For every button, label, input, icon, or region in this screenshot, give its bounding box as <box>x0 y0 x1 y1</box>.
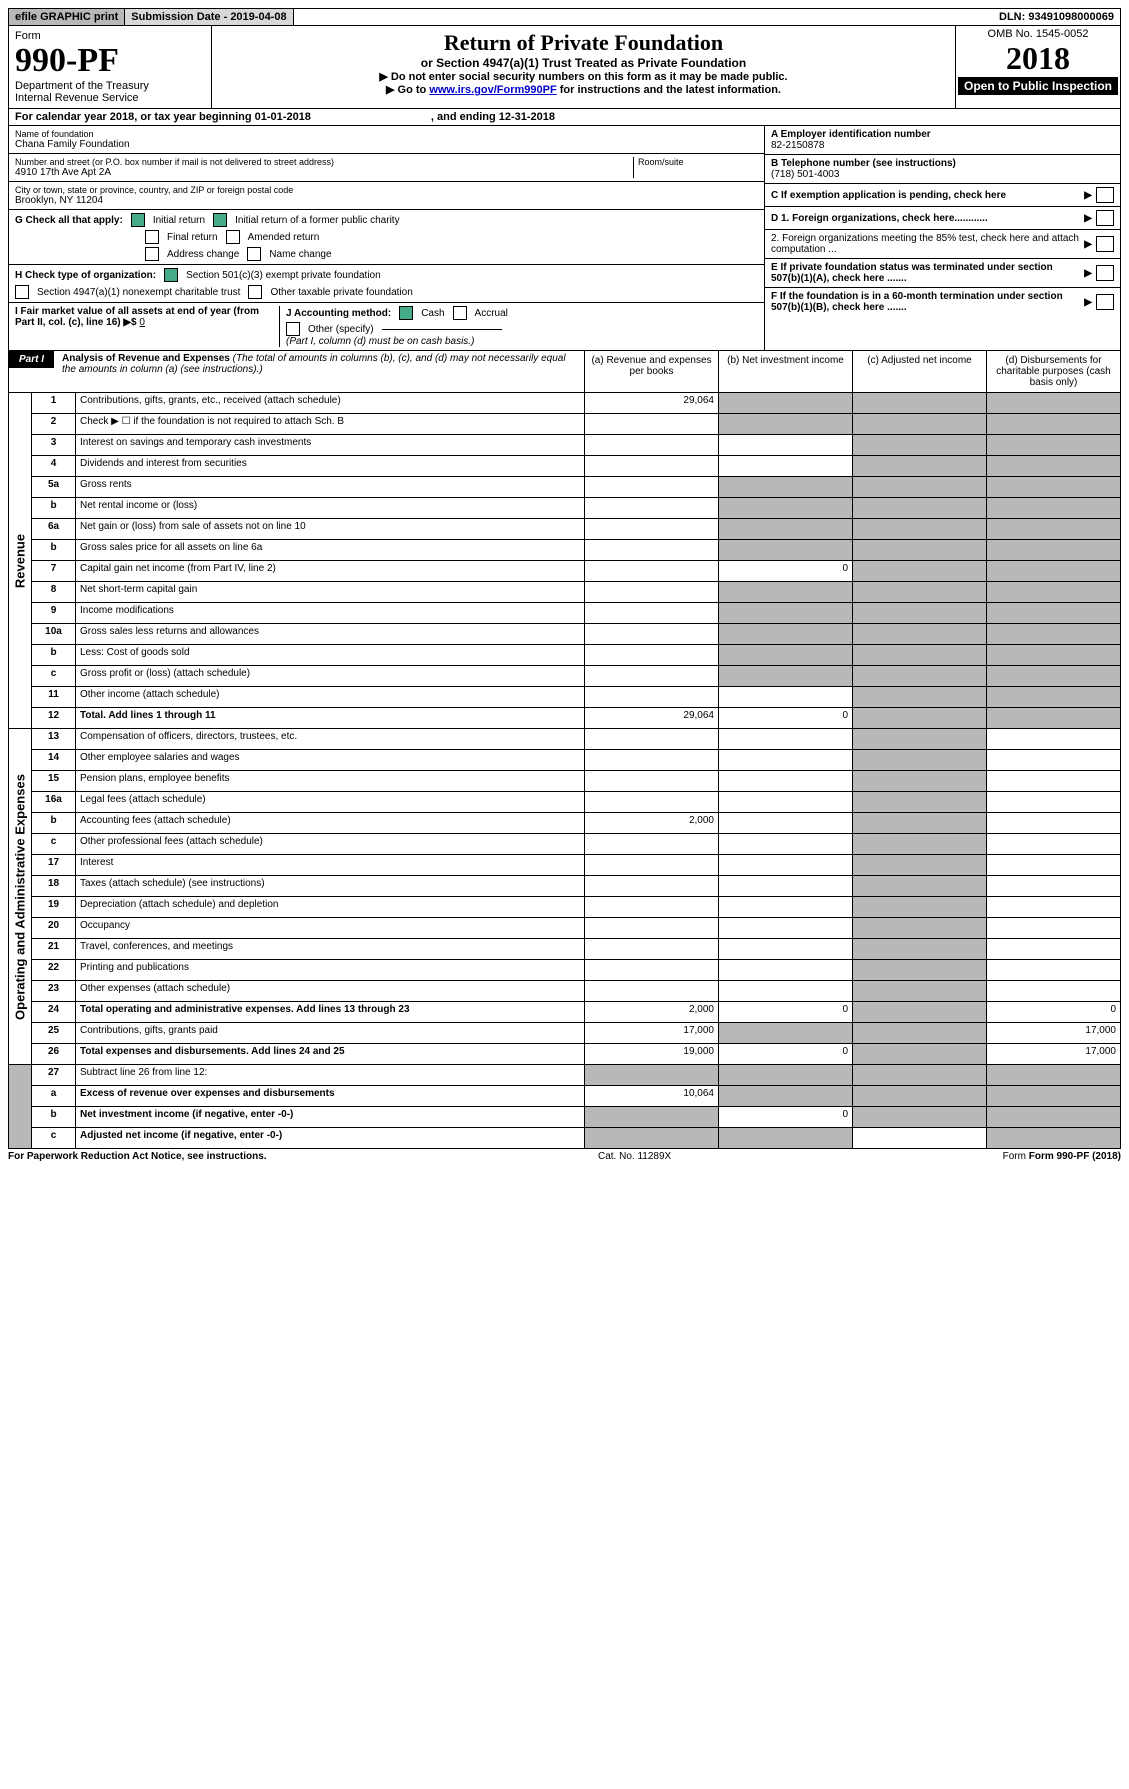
table-row: cGross profit or (loss) (attach schedule… <box>32 666 1120 687</box>
info-grid: Name of foundation Chana Family Foundati… <box>8 126 1121 351</box>
table-row: 5aGross rents <box>32 477 1120 498</box>
table-row: 23Other expenses (attach schedule) <box>32 981 1120 1002</box>
table-row: 4Dividends and interest from securities <box>32 456 1120 477</box>
amended-cb[interactable] <box>226 230 240 244</box>
dln: DLN: 93491098000069 <box>993 9 1120 25</box>
form-word: Form <box>15 30 205 42</box>
d2-cell: 2. Foreign organizations meeting the 85%… <box>765 230 1120 259</box>
table-row: 12Total. Add lines 1 through 1129,0640 <box>32 708 1120 728</box>
table-row: bNet rental income or (loss) <box>32 498 1120 519</box>
table-row: 13Compensation of officers, directors, t… <box>32 729 1120 750</box>
part1-tag: Part I <box>9 351 54 368</box>
table-row: 17Interest <box>32 855 1120 876</box>
note1: ▶ Do not enter social security numbers o… <box>216 70 951 83</box>
efile-btn[interactable]: efile GRAPHIC print <box>9 9 125 25</box>
top-bar: efile GRAPHIC print Submission Date - 20… <box>8 8 1121 26</box>
table-row: 6aNet gain or (loss) from sale of assets… <box>32 519 1120 540</box>
col-a-header: (a) Revenue and expenses per books <box>585 351 719 392</box>
table-row: 2Check ▶ ☐ if the foundation is not requ… <box>32 414 1120 435</box>
revenue-label: Revenue <box>9 393 32 728</box>
initial-return-cb[interactable] <box>131 213 145 227</box>
cash-cb[interactable] <box>399 306 413 320</box>
table-row: 16aLegal fees (attach schedule) <box>32 792 1120 813</box>
table-row: 22Printing and publications <box>32 960 1120 981</box>
ein-cell: A Employer identification number 82-2150… <box>765 126 1120 155</box>
table-row: 20Occupancy <box>32 918 1120 939</box>
address-cell: Number and street (or P.O. box number if… <box>9 154 764 182</box>
name-change-cb[interactable] <box>247 247 261 261</box>
initial-former-cb[interactable] <box>213 213 227 227</box>
form-number: 990-PF <box>15 42 205 80</box>
bottom-table: 27Subtract line 26 from line 12:aExcess … <box>8 1065 1121 1149</box>
table-row: 10aGross sales less returns and allowanc… <box>32 624 1120 645</box>
form-header: Form 990-PF Department of the Treasury I… <box>8 26 1121 109</box>
calendar-row: For calendar year 2018, or tax year begi… <box>8 109 1121 126</box>
h-section: H Check type of organization: Section 50… <box>9 265 764 303</box>
table-row: 25Contributions, gifts, grants paid17,00… <box>32 1023 1120 1044</box>
note2: ▶ Go to www.irs.gov/Form990PF for instru… <box>216 83 951 96</box>
table-row: 27Subtract line 26 from line 12: <box>32 1065 1120 1086</box>
table-row: cOther professional fees (attach schedul… <box>32 834 1120 855</box>
submission-date: Submission Date - 2019-04-08 <box>125 9 293 25</box>
accrual-cb[interactable] <box>453 306 467 320</box>
table-row: cAdjusted net income (if negative, enter… <box>32 1128 1120 1148</box>
table-row: 3Interest on savings and temporary cash … <box>32 435 1120 456</box>
omb: OMB No. 1545-0052 <box>958 28 1118 40</box>
col-d-header: (d) Disbursements for charitable purpose… <box>987 351 1120 392</box>
dept: Department of the Treasury <box>15 80 205 92</box>
table-row: bGross sales price for all assets on lin… <box>32 540 1120 561</box>
table-row: 15Pension plans, employee benefits <box>32 771 1120 792</box>
table-row: 26Total expenses and disbursements. Add … <box>32 1044 1120 1064</box>
col-c-header: (c) Adjusted net income <box>853 351 987 392</box>
expense-label: Operating and Administrative Expenses <box>9 729 32 1064</box>
table-row: 9Income modifications <box>32 603 1120 624</box>
table-row: 19Depreciation (attach schedule) and dep… <box>32 897 1120 918</box>
table-row: bAccounting fees (attach schedule)2,000 <box>32 813 1120 834</box>
table-row: aExcess of revenue over expenses and dis… <box>32 1086 1120 1107</box>
e-cell: E If private foundation status was termi… <box>765 259 1120 288</box>
table-row: 21Travel, conferences, and meetings <box>32 939 1120 960</box>
final-return-cb[interactable] <box>145 230 159 244</box>
c-cell: C If exemption application is pending, c… <box>765 184 1120 207</box>
expense-table: Operating and Administrative Expenses 13… <box>8 729 1121 1065</box>
g-section: G Check all that apply: Initial return I… <box>9 210 764 265</box>
page-footer: For Paperwork Reduction Act Notice, see … <box>8 1149 1121 1164</box>
irs: Internal Revenue Service <box>15 92 205 104</box>
table-row: 11Other income (attach schedule) <box>32 687 1120 708</box>
phone-cell: B Telephone number (see instructions) (7… <box>765 155 1120 184</box>
f-cell: F If the foundation is in a 60-month ter… <box>765 288 1120 316</box>
form-subtitle: or Section 4947(a)(1) Trust Treated as P… <box>216 56 951 70</box>
table-row: 24Total operating and administrative exp… <box>32 1002 1120 1023</box>
table-row: 1Contributions, gifts, grants, etc., rec… <box>32 393 1120 414</box>
tax-year: 2018 <box>958 40 1118 77</box>
open-public: Open to Public Inspection <box>958 77 1118 95</box>
d1-cell: D 1. Foreign organizations, check here..… <box>765 207 1120 230</box>
table-row: 14Other employee salaries and wages <box>32 750 1120 771</box>
table-row: 7Capital gain net income (from Part IV, … <box>32 561 1120 582</box>
part1-header-row: Part I Analysis of Revenue and Expenses … <box>8 351 1121 393</box>
city-cell: City or town, state or province, country… <box>9 182 764 210</box>
col-b-header: (b) Net investment income <box>719 351 853 392</box>
table-row: 8Net short-term capital gain <box>32 582 1120 603</box>
address-change-cb[interactable] <box>145 247 159 261</box>
4947-cb[interactable] <box>15 285 29 299</box>
other-method-cb[interactable] <box>286 322 300 336</box>
table-row: bNet investment income (if negative, ent… <box>32 1107 1120 1128</box>
revenue-table: Revenue 1Contributions, gifts, grants, e… <box>8 393 1121 729</box>
i-j-section: I Fair market value of all assets at end… <box>9 303 764 350</box>
irs-link[interactable]: www.irs.gov/Form990PF <box>429 84 556 96</box>
name-cell: Name of foundation Chana Family Foundati… <box>9 126 764 154</box>
501c3-cb[interactable] <box>164 268 178 282</box>
other-taxable-cb[interactable] <box>248 285 262 299</box>
table-row: bLess: Cost of goods sold <box>32 645 1120 666</box>
form-title: Return of Private Foundation <box>216 30 951 56</box>
table-row: 18Taxes (attach schedule) (see instructi… <box>32 876 1120 897</box>
